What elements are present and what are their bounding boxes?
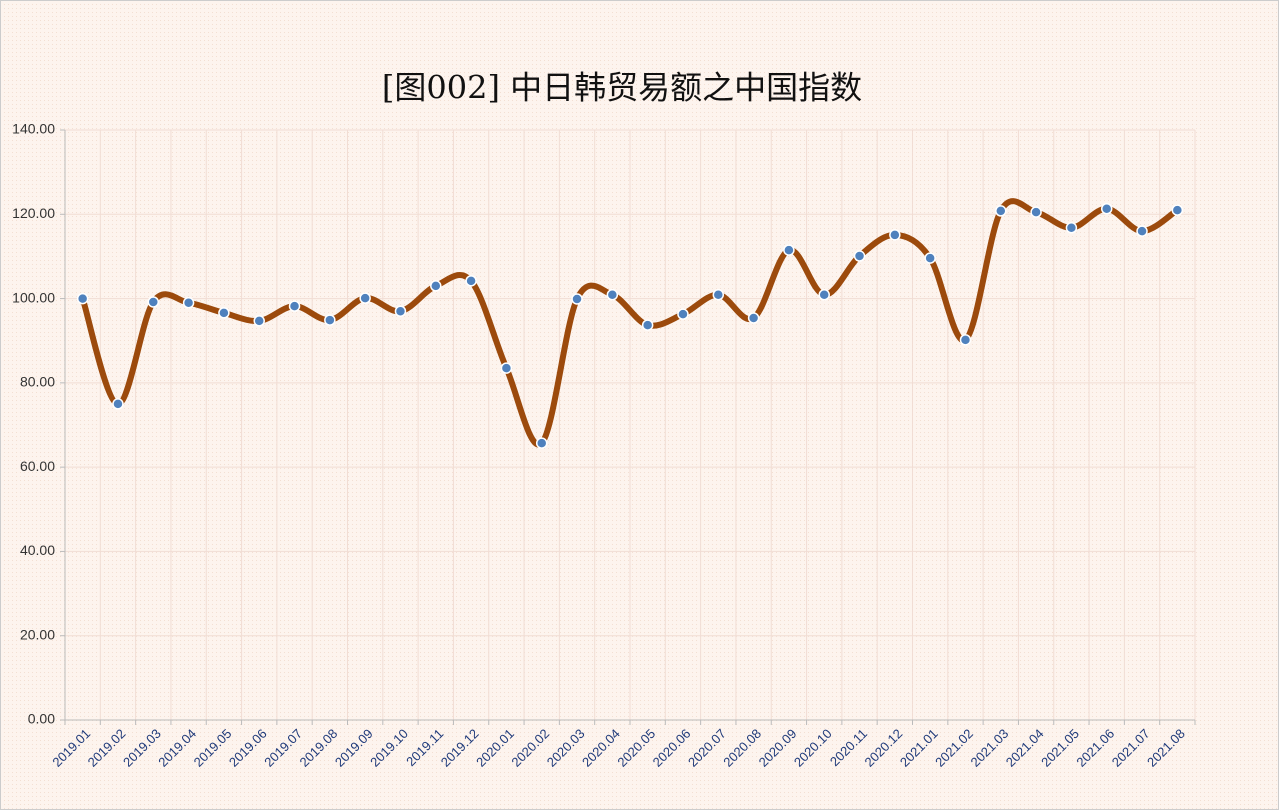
data-point <box>465 275 477 287</box>
data-point <box>853 250 866 262</box>
data-point <box>1136 225 1148 237</box>
data-point <box>394 305 407 317</box>
y-tick-label: 100.00 <box>12 289 55 305</box>
data-point <box>1100 203 1113 215</box>
data-point <box>430 280 442 292</box>
y-tick-label: 80.00 <box>20 374 55 390</box>
data-point <box>783 244 795 256</box>
data-point <box>677 308 689 320</box>
y-tick-label: 20.00 <box>20 626 55 642</box>
y-tick-label: 140.00 <box>12 121 55 137</box>
data-point <box>253 315 265 327</box>
data-point <box>288 300 301 312</box>
data-point <box>818 289 830 301</box>
data-point <box>76 292 89 305</box>
data-point <box>359 292 371 304</box>
data-point <box>995 205 1007 217</box>
data-point <box>112 398 124 410</box>
data-point <box>641 319 654 331</box>
data-point <box>571 293 583 305</box>
data-point <box>535 437 548 449</box>
data-point <box>324 314 336 326</box>
data-point <box>889 229 901 241</box>
data-point <box>924 252 936 264</box>
data-point <box>218 307 230 319</box>
data-point <box>1030 206 1042 218</box>
data-point <box>1065 222 1078 234</box>
y-tick-label: 120.00 <box>12 205 55 221</box>
data-point <box>500 362 513 374</box>
chart-title: [图002] 中日韩贸易额之中国指数 <box>382 69 862 107</box>
y-tick-label: 0.00 <box>28 711 55 727</box>
data-point <box>712 289 725 301</box>
data-point <box>606 289 619 301</box>
y-tick-label: 40.00 <box>20 542 55 558</box>
data-point <box>747 312 760 324</box>
data-point <box>147 296 160 308</box>
data-point <box>1171 204 1184 216</box>
y-tick-label: 60.00 <box>20 458 55 474</box>
data-point <box>182 297 195 309</box>
data-point <box>959 334 972 346</box>
